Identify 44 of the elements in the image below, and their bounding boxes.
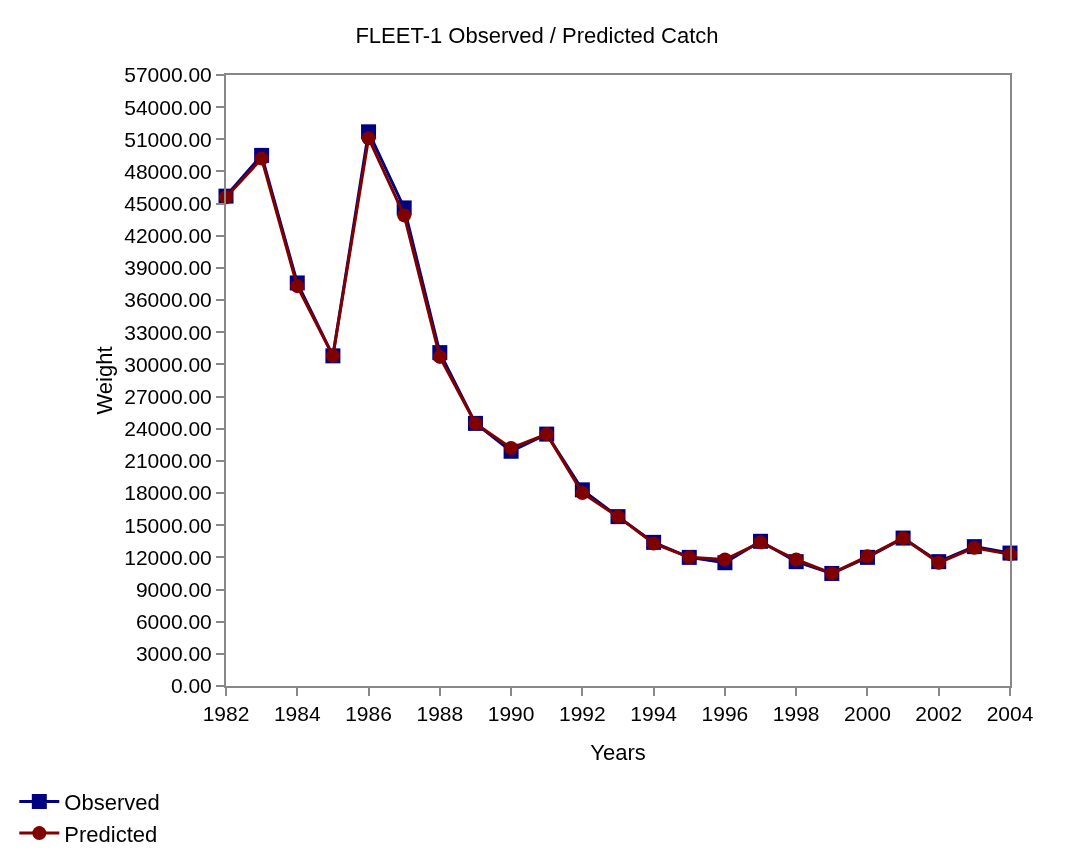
point bbox=[397, 208, 412, 223]
x-tick-label: 2000 bbox=[844, 702, 891, 726]
x-tick-label: 1998 bbox=[772, 702, 820, 726]
point bbox=[361, 131, 376, 146]
x-tick-label: 1986 bbox=[345, 702, 392, 726]
y-tick-label: 21000.00 bbox=[124, 449, 212, 473]
y-tick-label: 18000.00 bbox=[124, 481, 212, 505]
y-tick-label: 15000.00 bbox=[124, 513, 212, 537]
legend-label: Predicted bbox=[64, 821, 158, 847]
y-tick-label: 57000.00 bbox=[124, 63, 212, 87]
y-tick-label: 6000.00 bbox=[135, 610, 212, 634]
legend-label: Observed bbox=[64, 790, 160, 816]
x-tick-label: 2004 bbox=[986, 702, 1034, 726]
x-tick-label: 1982 bbox=[202, 702, 250, 726]
x-tick-label: 1992 bbox=[559, 702, 606, 726]
y-tick-label: 39000.00 bbox=[124, 256, 212, 280]
y-tick-label: 30000.00 bbox=[124, 352, 212, 376]
point bbox=[432, 349, 447, 364]
y-tick-label: 54000.00 bbox=[124, 95, 212, 119]
point bbox=[254, 151, 269, 166]
point bbox=[575, 486, 590, 501]
y-axis-title: Weight bbox=[91, 346, 117, 415]
y-tick-label: 3000.00 bbox=[135, 642, 212, 666]
y-tick-label: 33000.00 bbox=[124, 320, 212, 344]
y-tick-label: 51000.00 bbox=[124, 127, 212, 151]
y-tick-label: 9000.00 bbox=[135, 577, 212, 601]
chart-title: FLEET-1 Observed / Predicted Catch bbox=[355, 22, 719, 48]
x-axis-title: Years bbox=[590, 739, 646, 765]
x-tick-label: 1984 bbox=[273, 702, 321, 726]
y-tick-label: 36000.00 bbox=[124, 288, 212, 312]
x-tick-label: 2002 bbox=[915, 702, 963, 726]
y-tick-label: 42000.00 bbox=[124, 224, 212, 248]
x-tick-label: 1990 bbox=[487, 702, 535, 726]
x-tick-label: 1996 bbox=[701, 702, 749, 726]
y-tick-label: 12000.00 bbox=[124, 545, 212, 569]
y-tick-label: 45000.00 bbox=[124, 191, 212, 215]
y-tick-label: 0.00 bbox=[170, 674, 212, 698]
point bbox=[717, 552, 732, 567]
y-tick-label: 48000.00 bbox=[124, 159, 212, 183]
point bbox=[290, 279, 305, 294]
x-tick-label: 1994 bbox=[630, 702, 678, 726]
y-tick-label: 27000.00 bbox=[124, 384, 212, 408]
y-tick-label: 24000.00 bbox=[124, 417, 212, 441]
x-tick-label: 1988 bbox=[416, 702, 464, 726]
